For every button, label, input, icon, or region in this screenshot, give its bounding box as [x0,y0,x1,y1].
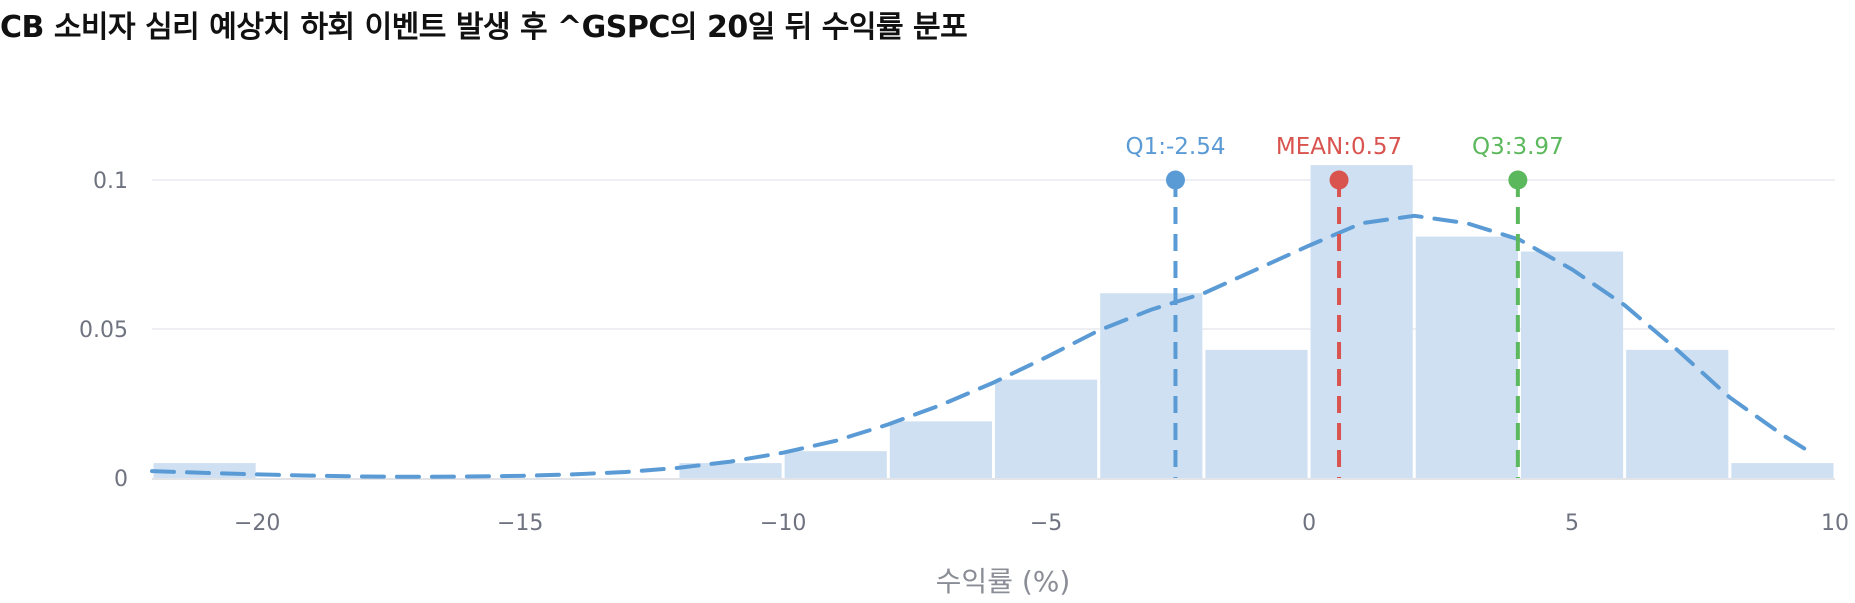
histogram-bar [1626,349,1729,478]
histogram-bar [1205,349,1308,478]
stat-markers: Q1:-2.54 MEAN:0.57 Q3:3.97 [1125,134,1564,478]
chart-title: CB 소비자 심리 예상치 하회 이벤트 발생 후 ^GSPC의 20일 뒤 수… [0,10,968,45]
marker-label: Q3:3.97 [1472,134,1564,160]
x-tick-label: 0 [1302,511,1316,536]
marker-dot [1329,170,1349,190]
histogram-bar [889,421,992,478]
x-tick-label: 5 [1565,511,1579,536]
x-axis-label: 수익률 (%) [936,565,1071,598]
x-tick-label: −5 [1030,511,1062,536]
density-curve-group [150,213,1811,479]
y-tick-label: 0.05 [79,318,128,343]
histogram-bar [1520,251,1624,478]
histogram-bar [995,379,1098,478]
x-tick-label: 10 [1821,511,1849,536]
y-tick-label: 0.1 [93,169,128,194]
x-tick-label: −10 [760,511,806,536]
histogram-bar [1731,463,1834,478]
marker-dot [1508,170,1528,190]
histogram-bar [1310,165,1413,478]
x-tick-label: −20 [234,511,280,536]
histogram-bars [153,165,1834,478]
marker-label: MEAN:0.57 [1276,134,1402,160]
histogram-bar [679,463,782,478]
marker-dot [1165,170,1185,190]
marker-label: Q1:-2.54 [1125,134,1225,160]
histogram-bar [1100,293,1203,478]
axes: 0 0.05 0.1 −20 −15 −10 −5 0 5 10 [79,169,1849,536]
density-curve [150,213,1811,479]
histogram-bar [1415,236,1518,478]
y-tick-label: 0 [114,467,128,492]
histogram-bar [784,451,887,478]
x-tick-label: −15 [497,511,543,536]
